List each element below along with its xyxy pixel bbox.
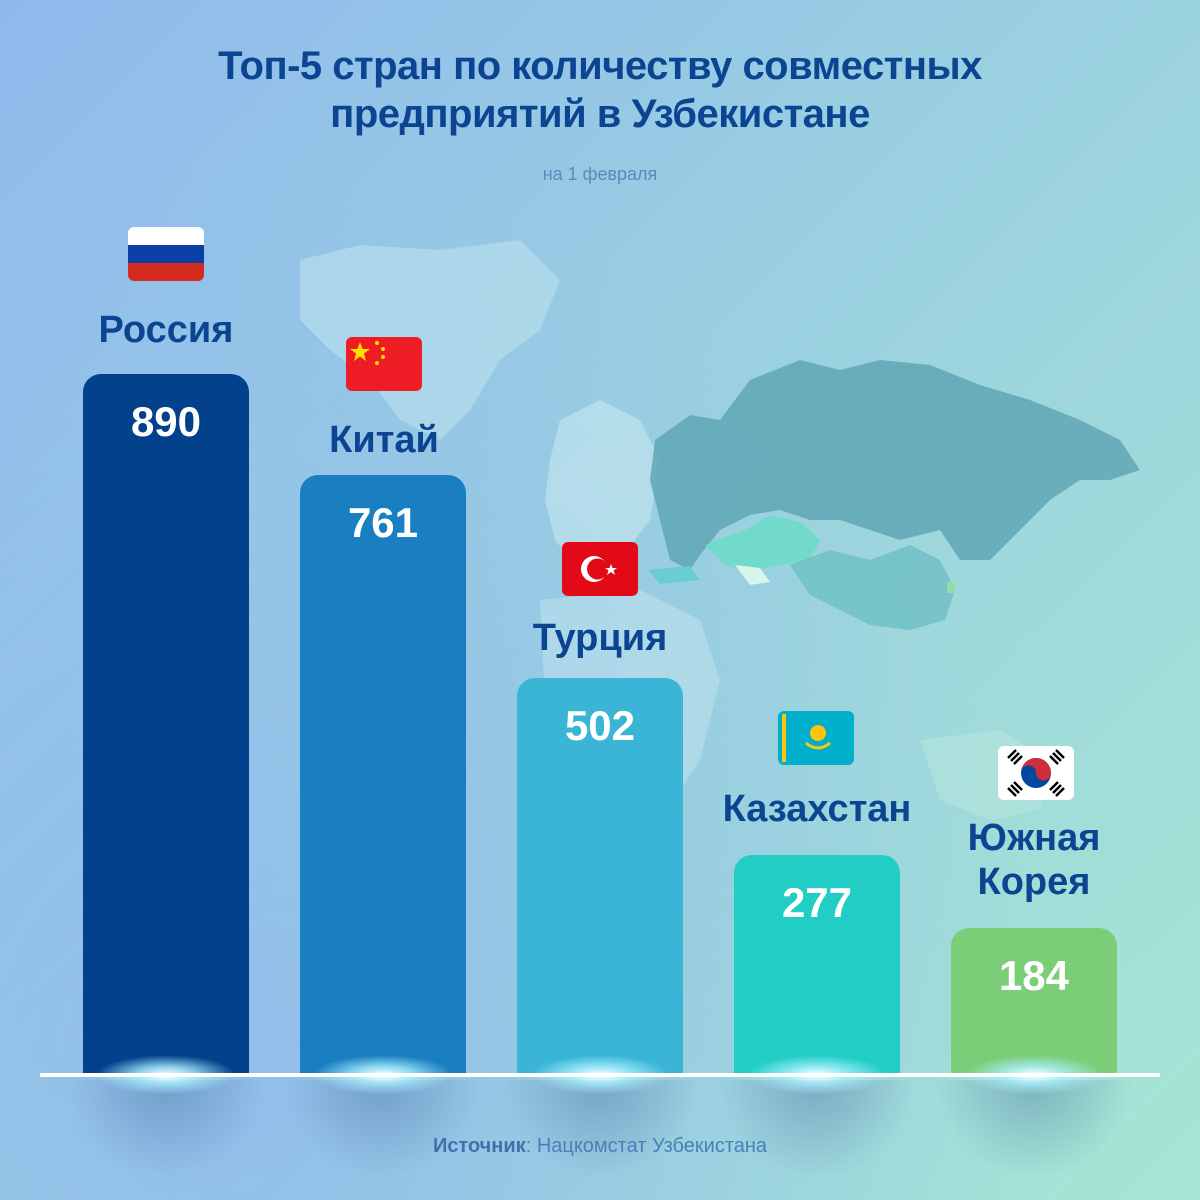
chart-subtitle: на 1 февраля	[542, 164, 658, 184]
russia-flag-icon	[128, 227, 204, 281]
country-label-russia: Россия	[98, 309, 234, 351]
china-flag-icon	[346, 337, 422, 391]
bar-value-russia: 890	[130, 398, 202, 445]
country-label-south-korea: Южная Корея	[934, 816, 1134, 904]
source-separator: :	[525, 1135, 537, 1157]
bar-south-korea: 184	[951, 928, 1117, 1075]
bar-shadow	[500, 1080, 700, 1180]
turkey-flag-icon	[562, 542, 638, 596]
chart-baseline	[40, 1073, 1160, 1077]
label-line-1: Южная	[967, 817, 1101, 859]
source-note: Источник: Нацкомстат Узбекистана	[0, 1135, 1200, 1158]
country-label-turkey: Турция	[532, 617, 668, 659]
bar-shadow	[717, 1080, 917, 1180]
chart-title: Топ-5 стран по количеству совместных пре…	[0, 42, 1200, 138]
bar-value-turkey: 502	[564, 702, 636, 749]
country-label-kazakhstan: Казахстан	[722, 788, 912, 830]
source-label: Источник	[432, 1135, 526, 1157]
title-line-2: предприятий в Узбекистане	[330, 92, 870, 136]
kazakhstan-flag-icon	[778, 711, 854, 765]
bar-kazakhstan: 277	[734, 855, 900, 1075]
title-line-1: Топ-5 стран по количеству совместных	[218, 44, 982, 88]
south-korea-flag-icon	[998, 746, 1074, 800]
bar-china: 761	[300, 475, 466, 1075]
bar-value-china: 761	[347, 499, 419, 546]
bar-shadow	[66, 1080, 266, 1180]
bar-shadow	[934, 1080, 1134, 1180]
bar-russia: 890	[83, 374, 249, 1075]
bar-turkey: 502	[517, 678, 683, 1075]
source-value: Нацкомстат Узбекистана	[536, 1135, 768, 1157]
bar-value-south-korea: 184	[998, 952, 1070, 999]
country-label-china: Китай	[329, 419, 439, 461]
bar-value-kazakhstan: 277	[781, 879, 853, 926]
bar-shadow	[283, 1080, 483, 1180]
label-line-2: Корея	[977, 861, 1091, 903]
